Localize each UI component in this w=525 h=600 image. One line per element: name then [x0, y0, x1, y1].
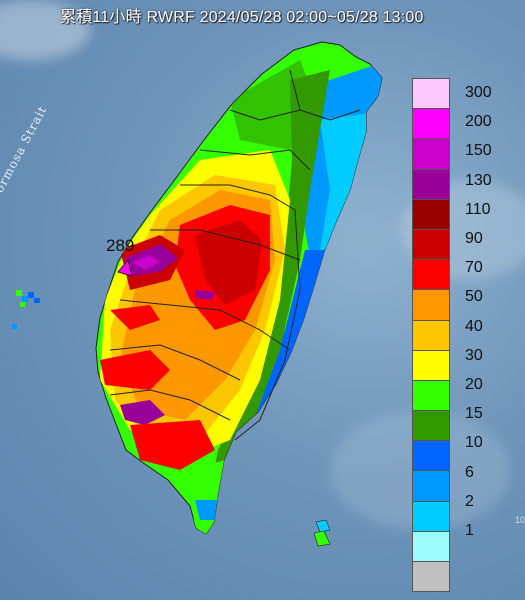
legend-label: 15 — [465, 405, 483, 423]
county-boundaries — [109, 69, 361, 441]
legend-label: 150 — [465, 142, 492, 160]
rainfall-fields — [100, 60, 382, 534]
legend-label: 10 — [465, 434, 483, 452]
orchid-island — [313, 530, 331, 547]
legend-label: 50 — [465, 288, 483, 306]
penghu-islands — [12, 290, 40, 329]
legend-label: 130 — [465, 171, 492, 189]
legend-swatch — [412, 168, 450, 199]
legend-swatch — [412, 379, 450, 411]
legend-swatch — [412, 138, 450, 169]
legend-swatch — [412, 78, 450, 109]
map-title: 累積11小時 RWRF 2024/05/28 02:00~05/28 13:00 — [60, 9, 424, 26]
legend-swatch — [412, 561, 450, 593]
legend-label: 110 — [465, 200, 491, 218]
legend-label: 20 — [465, 376, 483, 393]
legend-swatch — [412, 470, 450, 501]
max-value-label: 289 — [106, 236, 135, 255]
legend-swatch — [412, 319, 450, 350]
color-legend — [412, 78, 450, 593]
legend-label: 70 — [465, 259, 483, 277]
legend-label: 200 — [465, 113, 492, 131]
legend-swatch — [412, 410, 450, 441]
legend-label: 6 — [465, 463, 474, 481]
legend-swatch — [412, 349, 450, 380]
legend-swatch — [412, 530, 450, 561]
legend-label: 30 — [465, 346, 483, 364]
green-island — [315, 519, 331, 533]
legend-label: 2 — [465, 492, 474, 510]
legend-label: 1 — [465, 522, 474, 539]
legend-swatch — [412, 500, 450, 531]
legend-label: 300 — [465, 84, 492, 101]
legend-swatch — [412, 228, 450, 260]
legend-swatch — [412, 198, 450, 229]
edge-mark: 10 — [514, 515, 525, 525]
legend-label: 90 — [465, 230, 483, 247]
legend-label: 40 — [465, 317, 483, 335]
legend-swatch — [412, 289, 450, 320]
legend-swatch — [412, 440, 450, 471]
max-rainfall-marker — [117, 258, 133, 277]
legend-swatch — [412, 259, 450, 290]
legend-swatch — [412, 108, 450, 139]
